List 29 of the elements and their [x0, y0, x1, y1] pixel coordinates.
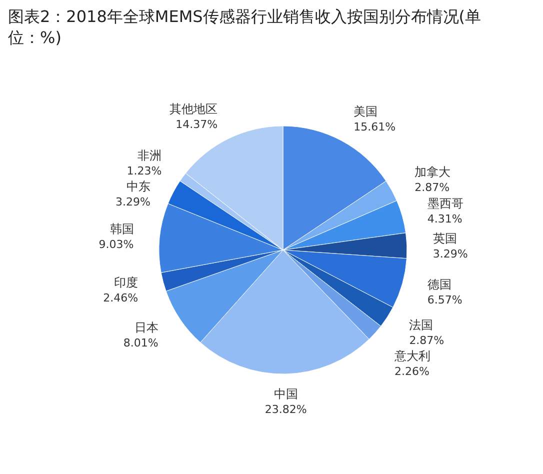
slice-label: 其他地区 [170, 102, 218, 116]
slice-label: 墨西哥 [427, 196, 464, 210]
data-label: 2.46% [103, 292, 138, 305]
data-label: 4.31% [427, 212, 462, 226]
slice-label: 印度 [114, 276, 138, 290]
data-label: 14.37% [176, 118, 218, 132]
data-label: 9.03% [98, 238, 134, 252]
data-label: 23.82% [264, 402, 307, 416]
slice-label: 中国 [274, 386, 298, 401]
slice-label: 中东 [126, 180, 150, 194]
slice-label: 日本 [134, 320, 158, 334]
data-label: 3.29% [432, 248, 468, 261]
data-label: 1.23% [126, 164, 162, 178]
data-label: 6.57% [427, 294, 462, 307]
data-label: 8.01% [123, 336, 158, 350]
slice-label: 法国 [409, 318, 434, 332]
slice-label: 德国 [427, 278, 452, 292]
data-label: 2.26% [394, 365, 430, 378]
slice-label: 非洲 [138, 148, 162, 163]
data-label: 3.29% [115, 196, 150, 209]
data-label: 2.87% [409, 334, 444, 348]
slice-label: 加拿大 [414, 165, 451, 180]
data-label: 2.87% [414, 181, 450, 194]
slice-label: 英国 [432, 232, 457, 246]
slice-label: 美国 [354, 104, 378, 119]
slice-label: 意大利 [394, 349, 431, 364]
data-label: 15.61% [354, 120, 396, 134]
slice-label: 韩国 [110, 222, 134, 236]
chart-title: 图表2：2018年全球MEMS传感器行业销售收入按国别分布情况(单位：%) [8, 7, 482, 47]
